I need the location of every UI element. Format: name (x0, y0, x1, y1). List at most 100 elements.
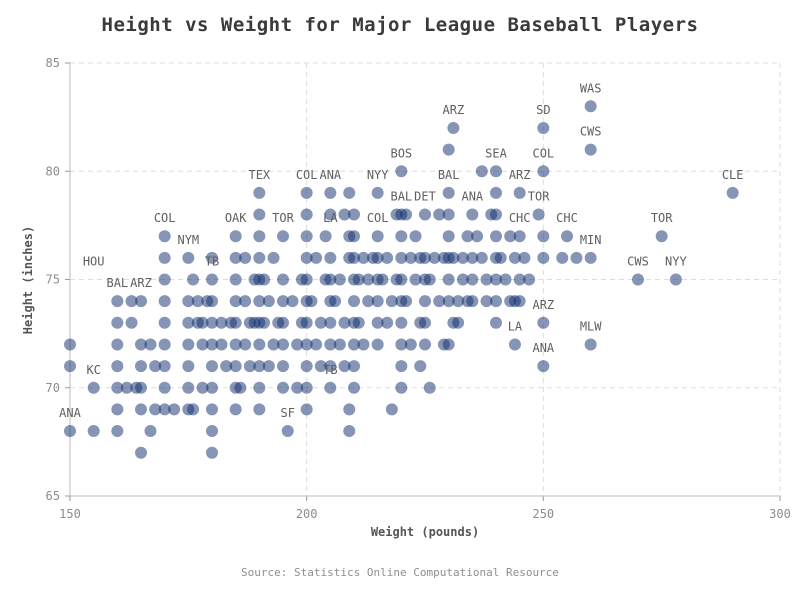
data-point (314, 316, 327, 329)
data-point (182, 338, 195, 351)
data-point (433, 295, 446, 308)
data-point (196, 381, 209, 394)
data-point (291, 338, 304, 351)
data-point (277, 338, 289, 351)
data-point (371, 295, 384, 308)
data-point (206, 338, 218, 351)
data-point (253, 251, 266, 264)
data-point (149, 403, 162, 416)
data-point (291, 381, 304, 394)
data-point (371, 338, 384, 351)
data-point (442, 295, 455, 308)
data-point (64, 360, 76, 373)
data-point (447, 121, 460, 134)
data-point (584, 100, 597, 113)
data-point (262, 360, 275, 373)
data-point (395, 273, 408, 286)
data-point (338, 316, 351, 329)
data-point (584, 338, 597, 351)
data-point (655, 230, 668, 243)
data-point (584, 251, 597, 264)
data-point (182, 295, 195, 308)
data-point (338, 208, 351, 221)
data-point (419, 208, 431, 221)
data-point (442, 273, 455, 286)
team-label: ARZ (130, 276, 152, 290)
data-point (537, 251, 550, 264)
data-point (442, 208, 455, 221)
data-point (442, 338, 455, 351)
data-point (513, 295, 526, 308)
data-point (253, 295, 266, 308)
data-point (419, 338, 431, 351)
data-point (537, 230, 550, 243)
data-point (135, 403, 147, 416)
team-label: TB (323, 363, 337, 377)
data-point (490, 295, 502, 308)
data-point (319, 230, 332, 243)
data-point (253, 360, 266, 373)
data-point (508, 338, 521, 351)
data-point (168, 403, 181, 416)
data-point (466, 251, 479, 264)
team-label: SEA (485, 146, 507, 160)
team-label: CHC (556, 211, 578, 225)
data-point (144, 338, 157, 351)
data-point (196, 316, 209, 329)
data-point (300, 360, 313, 373)
team-label: OAK (225, 211, 247, 225)
data-point (632, 273, 644, 286)
data-point (395, 338, 408, 351)
data-point (428, 251, 441, 264)
data-point (726, 186, 739, 199)
data-point (508, 251, 521, 264)
data-point (352, 316, 365, 329)
data-point (277, 360, 289, 373)
team-label: WAS (580, 81, 602, 95)
data-point (409, 230, 422, 243)
data-point (239, 338, 252, 351)
data-point (513, 230, 526, 243)
data-point (518, 251, 531, 264)
team-label: TB (205, 255, 219, 269)
data-point (243, 360, 256, 373)
team-label: TEX (248, 168, 270, 182)
data-point (277, 273, 289, 286)
data-point (419, 251, 431, 264)
y-tick-label: 75 (46, 273, 60, 287)
data-point (300, 251, 313, 264)
data-point (135, 295, 147, 308)
data-point (343, 403, 356, 416)
team-label: TOR (651, 211, 673, 225)
data-point (669, 273, 682, 286)
data-point (357, 251, 370, 264)
y-tick-label: 80 (46, 164, 60, 178)
data-point (490, 230, 502, 243)
data-point (442, 143, 455, 156)
data-point (442, 186, 455, 199)
data-point (561, 230, 573, 243)
data-point (111, 381, 124, 394)
data-point (229, 230, 242, 243)
data-point (480, 273, 493, 286)
data-point (461, 230, 474, 243)
data-point (371, 251, 384, 264)
team-label: KC (86, 363, 100, 377)
data-point (348, 360, 360, 373)
data-point (253, 230, 266, 243)
data-point (324, 273, 337, 286)
data-point (513, 273, 526, 286)
data-point (111, 295, 124, 308)
data-point (300, 403, 313, 416)
data-point (395, 316, 408, 329)
data-point (452, 295, 465, 308)
data-point (111, 316, 124, 329)
data-point (239, 295, 252, 308)
data-point (419, 295, 431, 308)
data-point (158, 381, 171, 394)
data-point (385, 295, 398, 308)
data-point (537, 360, 550, 373)
data-point (277, 316, 289, 329)
data-point (206, 360, 218, 373)
